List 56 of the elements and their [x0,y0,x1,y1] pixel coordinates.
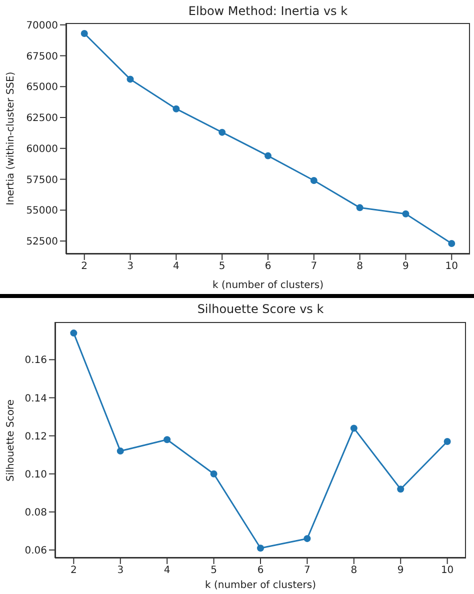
point [126,76,134,83]
point [310,177,318,184]
x-axis-title: k (number of clusters) [211,280,324,291]
y-tick-label: 0.06 [24,546,47,557]
x-tick-label: 8 [350,565,358,576]
point [210,470,218,478]
x-tick-label: 8 [356,261,364,272]
y-tick-label: 55000 [26,206,58,217]
point [116,448,124,455]
y-tick-label: 60000 [26,144,58,155]
x-tick-label: 3 [127,261,134,272]
point [164,436,171,444]
point [304,535,311,542]
chart-title: Silhouette Score vs k [196,302,325,316]
y-tick-label: 52500 [26,236,58,248]
y-tick-label: 0.14 [24,393,47,404]
point [397,486,404,493]
y-axis-title: Inertia (within-cluster SSE) [6,72,17,206]
y-tick-label: 0.16 [24,355,47,366]
x-tick-label: 4 [172,261,180,272]
point [70,330,78,337]
x-tick-label: 9 [397,565,404,576]
point [356,204,364,212]
y-tick-label: 0.10 [24,469,47,480]
y-tick-label: 0.12 [24,431,47,442]
x-tick-label: 10 [440,565,454,576]
y-axis-title: Silhouette Score [6,398,16,482]
x-tick-label: 3 [117,565,124,576]
point [264,152,272,160]
y-tick-label: 65000 [26,82,58,94]
x-tick-label: 7 [304,565,310,576]
y-tick-label: 67500 [26,51,58,62]
point [218,128,226,136]
x-tick-label: 2 [81,261,88,272]
x-tick-label: 9 [402,261,409,272]
x-tick-label: 10 [445,261,458,272]
point [80,30,88,37]
x-tick-label: 6 [264,261,272,272]
y-tick-label: 0.08 [24,507,47,518]
point [444,438,451,446]
chart-title: Elbow Method: Inertia vs k [187,4,349,18]
y-tick-label: 57500 [26,174,58,186]
point [350,424,358,432]
x-tick-label: 2 [70,565,77,576]
x-tick-label: 7 [310,261,318,272]
x-tick-label: 4 [164,565,170,576]
point [402,210,410,218]
y-tick-label: 70000 [26,20,58,32]
point [257,544,264,552]
x-tick-label: 5 [210,565,217,576]
point [172,105,180,112]
x-tick-label: 5 [218,261,226,272]
x-axis-title: k (number of clusters) [204,580,317,591]
y-tick-label: 62500 [26,113,58,124]
x-tick-label: 6 [257,565,264,576]
point [448,240,456,247]
